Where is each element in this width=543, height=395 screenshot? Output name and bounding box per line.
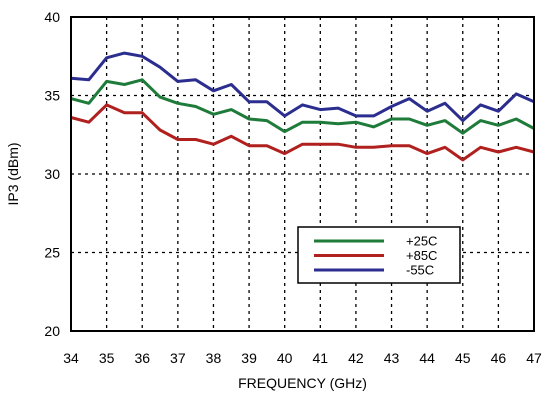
x-tick-label: 43 [384,350,400,366]
x-tick-label: 34 [63,350,79,366]
legend-label: +25C [406,234,437,249]
grid [71,17,534,331]
y-tick-labels: 20 25 30 35 40 [44,9,60,339]
y-tick-label: 35 [44,88,60,104]
x-tick-label: 35 [99,350,115,366]
x-tick-label: 47 [526,350,542,366]
y-tick-label: 40 [44,9,60,25]
x-tick-label: 42 [348,350,364,366]
series-line [70,103,535,162]
y-axis-label: IP3 (dBm) [5,142,21,205]
x-tick-label: 37 [170,350,186,366]
x-tick-label: 45 [455,350,471,366]
x-tick-label: 38 [206,350,222,366]
x-tick-label: 41 [313,350,329,366]
series-lines [70,51,535,162]
x-axis-label: FREQUENCY (GHz) [238,375,367,391]
x-tick-label: 40 [277,350,293,366]
x-tick-label: 46 [491,350,507,366]
plot-frame [70,16,535,332]
series-line [70,78,535,135]
x-tick-label: 36 [134,350,150,366]
y-tick-label: 30 [44,166,60,182]
x-tick-labels: 34 35 36 37 38 39 40 41 42 43 44 45 46 47 [63,350,542,366]
legend-label: -55C [406,263,434,278]
x-tick-label: 44 [419,350,435,366]
legend: +25C+85C-55C [297,226,461,284]
y-tick-label: 20 [44,323,60,339]
series-line [70,51,535,123]
x-tick-label: 39 [241,350,257,366]
legend-label: +85C [406,248,437,263]
y-tick-label: 25 [44,245,60,261]
